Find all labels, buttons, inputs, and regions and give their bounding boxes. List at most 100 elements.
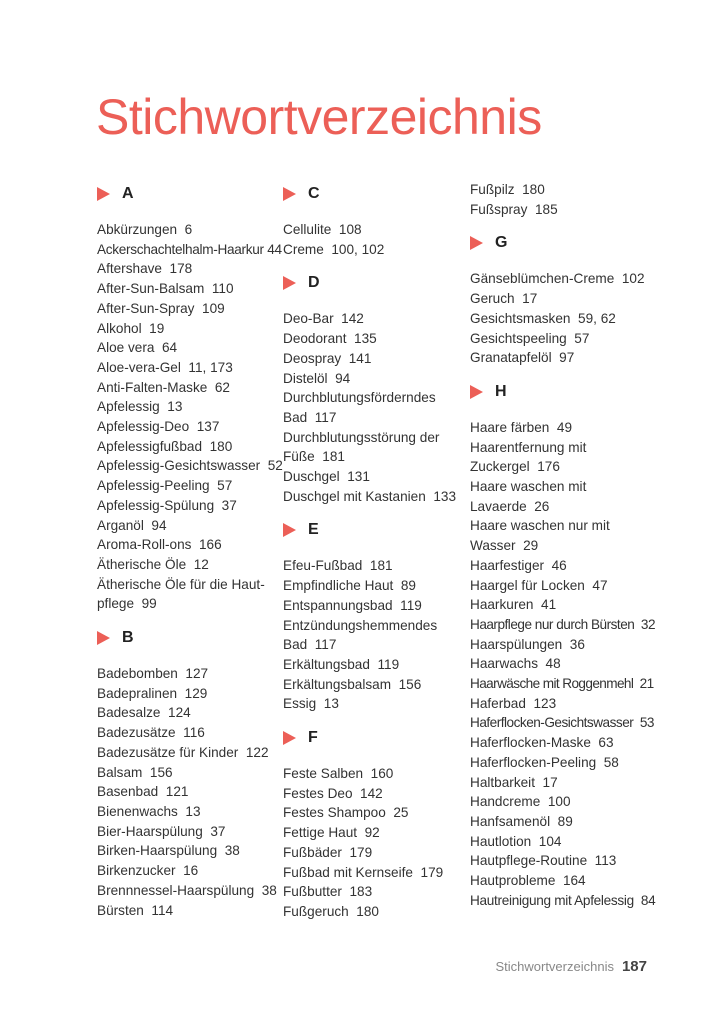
index-entry: Entspannungsbad 119 — [283, 597, 422, 613]
section-letter: C — [308, 185, 320, 202]
index-entry: Haferflocken-Maske 63 — [470, 735, 614, 751]
index-entry: Deo-Bar 142 — [283, 311, 364, 327]
triangle-bullet-icon — [283, 731, 296, 746]
section-header-c: C — [283, 180, 468, 208]
index-entry: Bier-Haarspülung 37 — [97, 823, 226, 839]
index-entry: Empfindliche Haut 89 — [283, 578, 416, 594]
section-letter: B — [122, 629, 134, 647]
index-entry: Haarwäsche mit Roggenmehl 21 — [470, 676, 654, 692]
index-entry: Haare waschen nur mit Wasser 29 — [470, 518, 610, 554]
page-footer: Stichwortverzeichnis 187 — [495, 958, 647, 975]
index-entry: Gänseblümchen-Creme 102 — [470, 271, 645, 287]
index-entry: Haferflocken-Peeling 58 — [470, 754, 619, 770]
index-entry: Duschgel 131 — [283, 469, 370, 485]
triangle-bullet-icon — [470, 236, 483, 251]
index-entry: Efeu-Fußbad 181 — [283, 558, 393, 574]
index-entry: Apfelessig-Gesichtswasser 52 — [97, 458, 283, 474]
index-entry: Fußbutter 183 — [283, 884, 373, 900]
index-entry: Birken-Haarspülung 38 — [97, 843, 240, 859]
index-entry: Feste Salben 160 — [283, 766, 394, 782]
index-entry: Gesichtsmasken 59, 62 — [470, 310, 616, 326]
index-entry: Erkältungsbad 119 — [283, 656, 400, 672]
index-entry: Badebomben 127 — [97, 666, 209, 682]
index-entry: Granatapfelöl 97 — [470, 350, 575, 366]
index-entry: Fußbad mit Kernseife 179 — [283, 864, 444, 880]
index-entry: Festes Deo 142 — [283, 785, 383, 801]
index-entry: Ackerschachtelhalm-Haarkur 44 — [97, 241, 282, 257]
section-header-a: A — [97, 180, 282, 208]
index-entry: Haarpflege nur durch Bürsten 32 — [470, 616, 656, 632]
index-entry: Fußgeruch 180 — [283, 903, 379, 919]
section-header-h: H — [470, 378, 655, 406]
index-entry: Hautpflege-Routine 113 — [470, 853, 617, 869]
index-entry: Apfelessig-Peeling 57 — [97, 478, 233, 494]
index-entry: Entzündungshemmendes Bad 117 — [283, 617, 438, 653]
index-entry: Haarkuren 41 — [470, 597, 557, 613]
index-entry: Arganöl 94 — [97, 517, 167, 533]
index-column-3: Fußpilz 180 Fußspray 185 G Gänseblümchen-Cr… — [470, 180, 656, 911]
index-entry: Erkältungsbalsam 156 — [283, 676, 422, 692]
triangle-bullet-icon — [97, 187, 110, 201]
index-entry: Festes Shampoo 25 — [283, 805, 409, 821]
index-entry: Ätherische Öle 12 — [97, 556, 209, 572]
index-entry: Distelöl 94 — [283, 370, 351, 386]
index-entry: Fettige Haut 92 — [283, 825, 380, 841]
index-entry: Bienenwachs 13 — [97, 803, 201, 819]
index-entry: Aroma-Roll-ons 166 — [97, 537, 222, 553]
index-entry: Bürsten 114 — [97, 902, 174, 918]
index-entry: Deospray 141 — [283, 350, 372, 366]
triangle-bullet-icon — [97, 631, 110, 646]
index-column-1: A Abkürzungen 6 Ackerschachtelhalm-Haarkur… — [97, 180, 283, 920]
index-entry: Durchblutungsstörung der Füße 181 — [283, 429, 440, 465]
index-entry: Hautlotion 104 — [470, 833, 562, 849]
index-entry: Badesalze 124 — [97, 705, 191, 721]
index-entry: Haarwachs 48 — [470, 656, 561, 672]
index-entry: Apfelessig 13 — [97, 399, 183, 415]
index-entry: Badezusätze 116 — [97, 725, 205, 741]
triangle-bullet-icon — [283, 187, 296, 201]
index-entry: Apfelessigfußbad 180 — [97, 438, 233, 454]
index-entry: Aloe vera 64 — [97, 340, 178, 356]
section-header-d: D — [283, 269, 468, 297]
index-entry: Brennnessel-Haarspülung 38 — [97, 882, 277, 898]
index-entry: Essig 13 — [283, 696, 339, 712]
index-entry: Haarspülungen 36 — [470, 636, 585, 652]
index-entry: Hautreinigung mit Apfelessig 84 — [470, 892, 656, 908]
index-entry: Handcreme 100 — [470, 794, 571, 810]
index-entry: Aftershave 178 — [97, 261, 193, 277]
index-entry: Apfelessig-Deo 137 — [97, 419, 220, 435]
index-entry: Durchblutungsförderndes Bad 117 — [283, 390, 436, 425]
section-letter: F — [308, 729, 318, 747]
index-column-2: C Cellulite 108 Creme 100, 102 D Deo-Bar 142… — [283, 180, 468, 922]
index-entry: Haargel für Locken 47 — [470, 577, 608, 593]
index-entry: Haare färben 49 — [470, 419, 573, 435]
index-entry: Haarentfernung mit Zuckergel 176 — [470, 439, 587, 475]
section-letter: A — [122, 185, 134, 202]
index-entry: Alkohol 19 — [97, 320, 165, 336]
page-title: Stichwortverzeichnis — [96, 89, 542, 145]
index-entry: Birkenzucker 16 — [97, 863, 199, 879]
index-entry: Ätherische Öle für die Haut- pflege 99 — [97, 576, 265, 612]
index-entry: Fußspray 185 — [470, 201, 558, 217]
section-header-f: F — [283, 724, 468, 752]
index-entry: After-Sun-Spray 109 — [97, 300, 225, 316]
index-entry: Haarfestiger 46 — [470, 557, 567, 573]
index-entry: Balsam 156 — [97, 764, 173, 780]
index-entry: Hautprobleme 164 — [470, 873, 586, 889]
running-footer-title: Stichwortverzeichnis — [495, 959, 614, 974]
triangle-bullet-icon — [470, 384, 483, 399]
index-entry: Apfelessig-Spülung 37 — [97, 497, 237, 513]
triangle-bullet-icon — [283, 276, 296, 291]
index-entry: Haferbad 123 — [470, 695, 557, 711]
index-entry: Badepralinen 129 — [97, 685, 208, 701]
index-entry: Haltbarkeit 17 — [470, 774, 558, 790]
index-entry: After-Sun-Balsam 110 — [97, 281, 234, 297]
index-entry: Gesichtspeeling 57 — [470, 330, 590, 346]
index-entry: Hanfsamenöl 89 — [470, 813, 573, 829]
index-entry: Geruch 17 — [470, 291, 538, 307]
section-header-b: B — [97, 624, 282, 652]
page-number: 187 — [621, 958, 647, 975]
index-entry: Deodorant 135 — [283, 331, 377, 347]
index-entry: Anti-Falten-Maske 62 — [97, 379, 230, 395]
section-header-e: E — [283, 516, 468, 544]
